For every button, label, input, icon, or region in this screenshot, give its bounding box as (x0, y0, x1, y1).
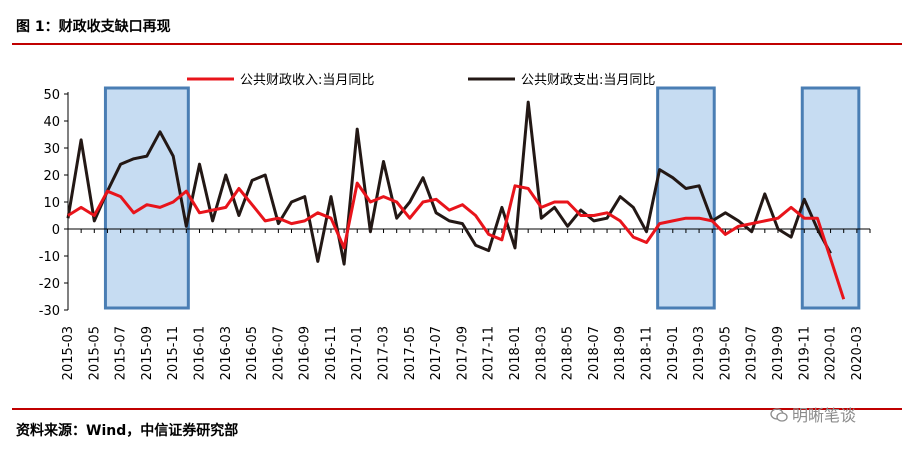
x-tick-label: 2019-03 (692, 326, 707, 380)
highlight-box-3 (800, 86, 861, 310)
x-tick-label: 2016-11 (324, 326, 339, 380)
x-tick-label: 2018-07 (587, 326, 602, 380)
y-tick-label: 50 (43, 88, 60, 103)
x-tick-label: 2019-09 (771, 326, 786, 380)
x-tick-label: 2018-09 (613, 326, 628, 380)
x-tick-label: 2020-03 (850, 326, 865, 380)
y-tick-label: 10 (43, 196, 60, 211)
x-tick-label: 2017-01 (350, 326, 365, 380)
y-tick-label: -10 (39, 250, 60, 265)
top-divider (12, 43, 902, 45)
x-tick-label: 2017-07 (429, 326, 444, 380)
x-tick-label: 2016-01 (192, 326, 207, 380)
y-tick-label: 40 (43, 115, 60, 130)
series-lines (66, 100, 846, 300)
x-tick-label: 2017-05 (403, 326, 418, 380)
legend: 公共财政收入:当月同比 公共财政支出:当月同比 (187, 73, 655, 88)
x-tick-label: 2019-01 (666, 326, 681, 380)
legend-label-revenue: 公共财政收入:当月同比 (240, 73, 374, 88)
x-tick-label: 2020-01 (824, 326, 839, 380)
chat-bubble-icon (770, 408, 788, 422)
x-tick-label: 2015-03 (61, 326, 76, 380)
x-axis: 2015-03 2015-05 2015-07 2015-09 2015-11 2016-… (61, 228, 871, 380)
series-line-revenue (67, 181, 846, 300)
y-tick-label: -20 (39, 277, 60, 292)
x-tick-label: 2018-11 (639, 326, 654, 380)
y-tick-label: -30 (39, 304, 60, 319)
x-tick-label: 2015-11 (166, 326, 181, 380)
x-tick-label: 2016-09 (298, 326, 313, 380)
source-note: 资料来源：Wind，中信证券研究部 (16, 423, 239, 439)
highlight-box-2 (656, 86, 716, 310)
x-tick-label: 2018-01 (508, 326, 523, 380)
x-tick-label: 2017-09 (455, 326, 470, 380)
x-tick-label: 2019-05 (718, 326, 733, 380)
x-tick-label: 2016-03 (219, 326, 234, 380)
x-tick-label: 2015-09 (140, 326, 155, 380)
x-tick-label: 2016-05 (245, 326, 260, 380)
x-tick-label: 2019-07 (745, 326, 760, 380)
x-tick-label: 2018-05 (561, 326, 576, 380)
y-tick-label: 0 (52, 223, 60, 238)
watermark-text: 明晰笔谈 (792, 406, 857, 425)
watermark: 明晰笔谈 (770, 402, 856, 426)
highlight-boxes (103, 86, 861, 310)
series-line-expenditure (66, 100, 832, 266)
y-tick-label: 20 (43, 169, 60, 184)
bottom-divider (12, 408, 902, 410)
figure-title: 图 1：财政收支缺口再现 (16, 19, 171, 35)
x-tick-label: 2015-07 (114, 326, 129, 380)
legend-label-expenditure: 公共财政支出:当月同比 (521, 73, 655, 88)
x-tick-label: 2015-05 (87, 326, 102, 380)
x-tick-label: 2019-11 (797, 326, 812, 380)
y-tick-label: 30 (43, 142, 60, 157)
x-tick-label: 2018-03 (534, 326, 549, 380)
x-tick-label: 2017-03 (377, 326, 392, 380)
x-tick-label: 2016-07 (271, 326, 286, 380)
x-tick-label: 2017-11 (482, 326, 497, 380)
y-axis: -30 -20 -10 0 10 20 30 40 50 (39, 88, 69, 319)
